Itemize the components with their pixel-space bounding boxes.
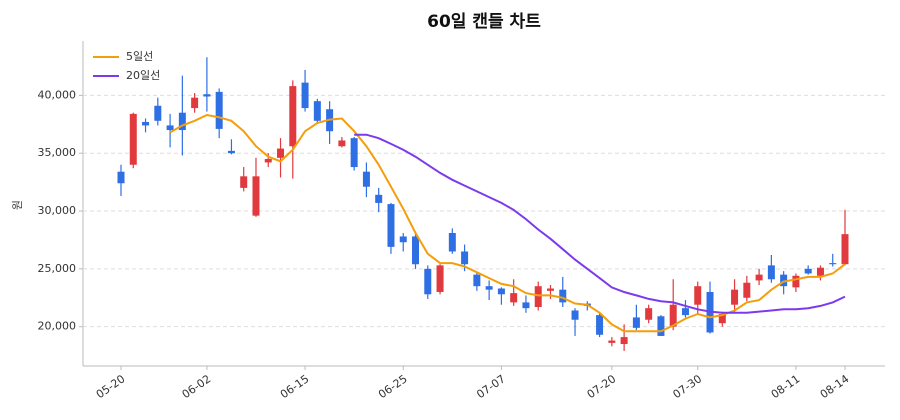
candle-body <box>829 263 837 265</box>
candle-body <box>694 286 702 305</box>
candle-body <box>289 86 297 147</box>
candle-body <box>129 113 137 165</box>
ma-line <box>354 133 846 314</box>
candle-body <box>387 204 395 247</box>
candle-body <box>608 340 616 343</box>
candle-body <box>534 286 542 308</box>
candle-body <box>277 148 285 158</box>
candle-body <box>510 293 518 303</box>
legend-label: 20일선 <box>126 68 160 82</box>
candle-body <box>497 288 505 295</box>
candle-body <box>681 308 689 316</box>
candle-body <box>473 274 481 287</box>
candle-body <box>313 101 321 121</box>
candle-body <box>240 176 248 188</box>
candle-body <box>203 94 211 97</box>
candle-body <box>804 268 812 274</box>
candle-body <box>448 232 456 252</box>
candle-body <box>571 310 579 320</box>
candle-body <box>436 265 444 292</box>
candle-body <box>657 316 665 336</box>
candle-body <box>350 138 358 168</box>
chart-title: 60일 캔들 차트 <box>427 12 541 32</box>
candle-body <box>166 125 174 131</box>
x-tick-label: 08-11 <box>769 372 803 401</box>
candle-body <box>767 265 775 280</box>
candle-body <box>718 313 726 324</box>
y-tick-label: 40,000 <box>38 88 77 101</box>
y-tick-label: 35,000 <box>38 146 77 159</box>
candle-body <box>399 236 407 243</box>
candle-body <box>117 171 125 184</box>
candle-body <box>461 251 469 265</box>
candle-body <box>154 105 162 121</box>
candle-body <box>546 288 554 291</box>
candle-body <box>632 317 640 328</box>
candle-body <box>485 286 493 290</box>
candle-body <box>338 140 346 147</box>
candle-body <box>264 158 272 163</box>
candle-body <box>412 236 420 265</box>
legend-label: 5일선 <box>126 49 153 63</box>
y-axis-label: 원 <box>11 200 24 210</box>
candle-body <box>780 274 788 287</box>
candle-body <box>620 337 628 345</box>
x-tick-label: 06-25 <box>376 372 410 401</box>
x-tick-label: 07-20 <box>585 372 619 401</box>
candle-body <box>215 91 223 129</box>
y-tick-label: 30,000 <box>38 204 77 217</box>
candle-body <box>252 176 260 216</box>
candle-body <box>816 267 824 276</box>
candle-body <box>731 289 739 305</box>
candle-body <box>178 112 186 131</box>
x-tick-label: 06-02 <box>180 372 214 401</box>
candle-body <box>755 274 763 281</box>
candle-body <box>743 282 751 298</box>
x-tick-label: 07-30 <box>671 372 705 401</box>
x-tick-label: 08-14 <box>818 372 852 401</box>
candle-body <box>424 268 432 295</box>
candle-body <box>596 315 604 335</box>
candle-body <box>669 304 677 327</box>
x-tick-label: 06-15 <box>278 372 312 401</box>
candle-body <box>227 150 235 154</box>
candle-body <box>191 97 199 109</box>
x-tick-label: 05-20 <box>94 372 128 401</box>
candle-body <box>645 308 653 320</box>
candle-body <box>362 171 370 187</box>
y-tick-label: 25,000 <box>38 262 77 275</box>
ma-line <box>169 113 846 333</box>
candle-body <box>522 302 530 309</box>
candle-body <box>559 289 567 303</box>
candle-body <box>142 121 150 126</box>
candle-body <box>301 82 309 109</box>
y-tick-label: 20,000 <box>38 320 77 333</box>
x-tick-label: 07-07 <box>474 372 508 401</box>
candle-body <box>375 194 383 203</box>
legend: 5일선 20일선 <box>93 49 160 82</box>
candle-body <box>841 234 849 265</box>
candle-body <box>792 275 800 288</box>
